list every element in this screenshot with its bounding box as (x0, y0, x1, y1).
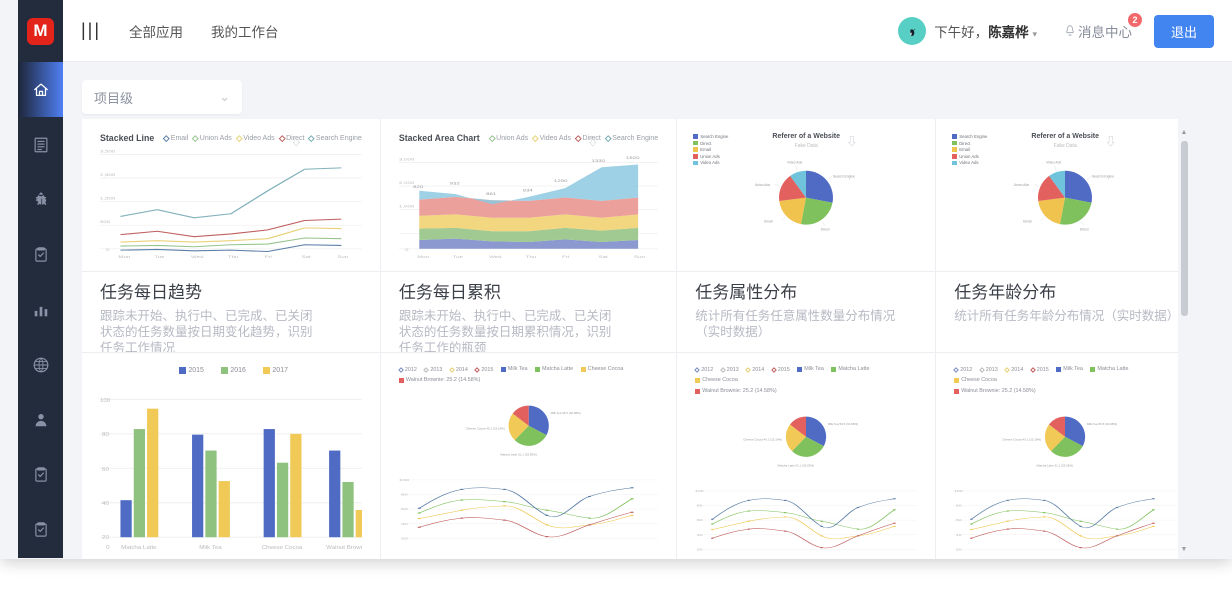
svg-text:500: 500 (100, 220, 110, 225)
svg-text:820: 820 (413, 185, 423, 190)
svg-text:Matcha Latte 51.1 (29.55%): Matcha Latte 51.1 (29.55%) (500, 452, 536, 456)
svg-text:80: 80 (697, 504, 704, 507)
svg-text:3,500: 3,500 (100, 149, 115, 154)
svg-text:Walnut Brownie: Walnut Brownie (326, 545, 362, 551)
svg-text:80: 80 (401, 494, 408, 497)
svg-text:Matcha Latte: Matcha Latte (121, 545, 156, 551)
svg-text:934: 934 (522, 188, 532, 193)
svg-text:Email: Email (1023, 220, 1032, 224)
svg-text:Wed: Wed (191, 255, 204, 260)
svg-text:Cheese Cocoa 40.1 (23.19%): Cheese Cocoa 40.1 (23.19%) (1002, 437, 1041, 441)
svg-text:Direct: Direct (1080, 228, 1089, 232)
svg-text:Tue: Tue (154, 255, 164, 260)
svg-text:Thu: Thu (228, 255, 239, 260)
svg-text:Sun: Sun (634, 255, 645, 260)
svg-text:Fri: Fri (265, 255, 272, 260)
svg-text:Mon: Mon (417, 255, 429, 260)
svg-text:Sat: Sat (301, 255, 311, 260)
svg-text:1520: 1520 (626, 156, 640, 161)
svg-text:Union Ads: Union Ads (1014, 183, 1030, 187)
svg-text:Milk Tea 56.5 (32.68%): Milk Tea 56.5 (32.68%) (1087, 422, 1117, 426)
svg-text:Email: Email (764, 220, 773, 224)
svg-text:Matcha Latte 51.1 (29.55%): Matcha Latte 51.1 (29.55%) (1037, 463, 1073, 467)
svg-text:40: 40 (697, 533, 704, 536)
svg-text:0: 0 (106, 545, 110, 551)
svg-text:Thu: Thu (525, 255, 536, 260)
svg-text:20: 20 (401, 537, 408, 540)
svg-text:1330: 1330 (591, 159, 605, 164)
svg-text:3,000: 3,000 (399, 157, 414, 162)
svg-text:100: 100 (954, 490, 964, 493)
svg-text:40: 40 (956, 533, 963, 536)
svg-text:Milk Tea: Milk Tea (199, 545, 222, 551)
svg-text:20: 20 (102, 535, 110, 541)
svg-text:Sun: Sun (337, 255, 348, 260)
svg-text:80: 80 (956, 504, 963, 507)
svg-text:Cheese Cocoa 40.1 (23.19%): Cheese Cocoa 40.1 (23.19%) (466, 426, 505, 430)
svg-text:Matcha Latte 51.1 (29.55%): Matcha Latte 51.1 (29.55%) (778, 463, 814, 467)
svg-text:932: 932 (449, 182, 459, 187)
svg-text:1290: 1290 (554, 179, 568, 184)
svg-text:Search Engine: Search Engine (833, 174, 855, 178)
svg-text:Video Ads: Video Ads (787, 160, 802, 164)
svg-text:40: 40 (401, 523, 408, 526)
svg-text:Video Ads: Video Ads (1046, 160, 1061, 164)
svg-text:Tue: Tue (453, 255, 463, 260)
svg-text:Wed: Wed (489, 255, 502, 260)
svg-text:100: 100 (695, 490, 705, 493)
svg-text:60: 60 (956, 519, 963, 522)
svg-text:Cheese Cocoa: Cheese Cocoa (262, 545, 303, 551)
svg-text:40: 40 (102, 501, 110, 507)
svg-text:60: 60 (697, 519, 704, 522)
svg-text:2,500: 2,500 (100, 173, 115, 178)
svg-text:1,500: 1,500 (100, 196, 115, 201)
svg-text:Fri: Fri (562, 255, 569, 260)
svg-text:Search Engine: Search Engine (1092, 174, 1114, 178)
svg-text:Mon: Mon (118, 255, 130, 260)
svg-text:Sat: Sat (598, 255, 608, 260)
svg-text:Cheese Cocoa 40.1 (23.19%): Cheese Cocoa 40.1 (23.19%) (743, 437, 782, 441)
svg-text:0: 0 (405, 248, 409, 253)
svg-text:1,000: 1,000 (399, 205, 414, 210)
svg-text:Direct: Direct (821, 228, 830, 232)
svg-text:Milk Tea 56.5 (32.68%): Milk Tea 56.5 (32.68%) (828, 422, 858, 426)
svg-text:Milk Tea 56.5 (32.68%): Milk Tea 56.5 (32.68%) (550, 411, 580, 415)
svg-text:100: 100 (100, 398, 111, 404)
svg-text:Union Ads: Union Ads (755, 183, 771, 187)
svg-text:20: 20 (956, 548, 963, 551)
svg-text:60: 60 (102, 467, 110, 473)
svg-text:100: 100 (399, 479, 410, 482)
svg-text:20: 20 (697, 548, 704, 551)
svg-text:60: 60 (401, 508, 408, 511)
svg-text:80: 80 (102, 432, 110, 438)
svg-text:2,000: 2,000 (399, 181, 414, 186)
svg-text:861: 861 (486, 192, 496, 197)
svg-text:0: 0 (106, 248, 110, 253)
